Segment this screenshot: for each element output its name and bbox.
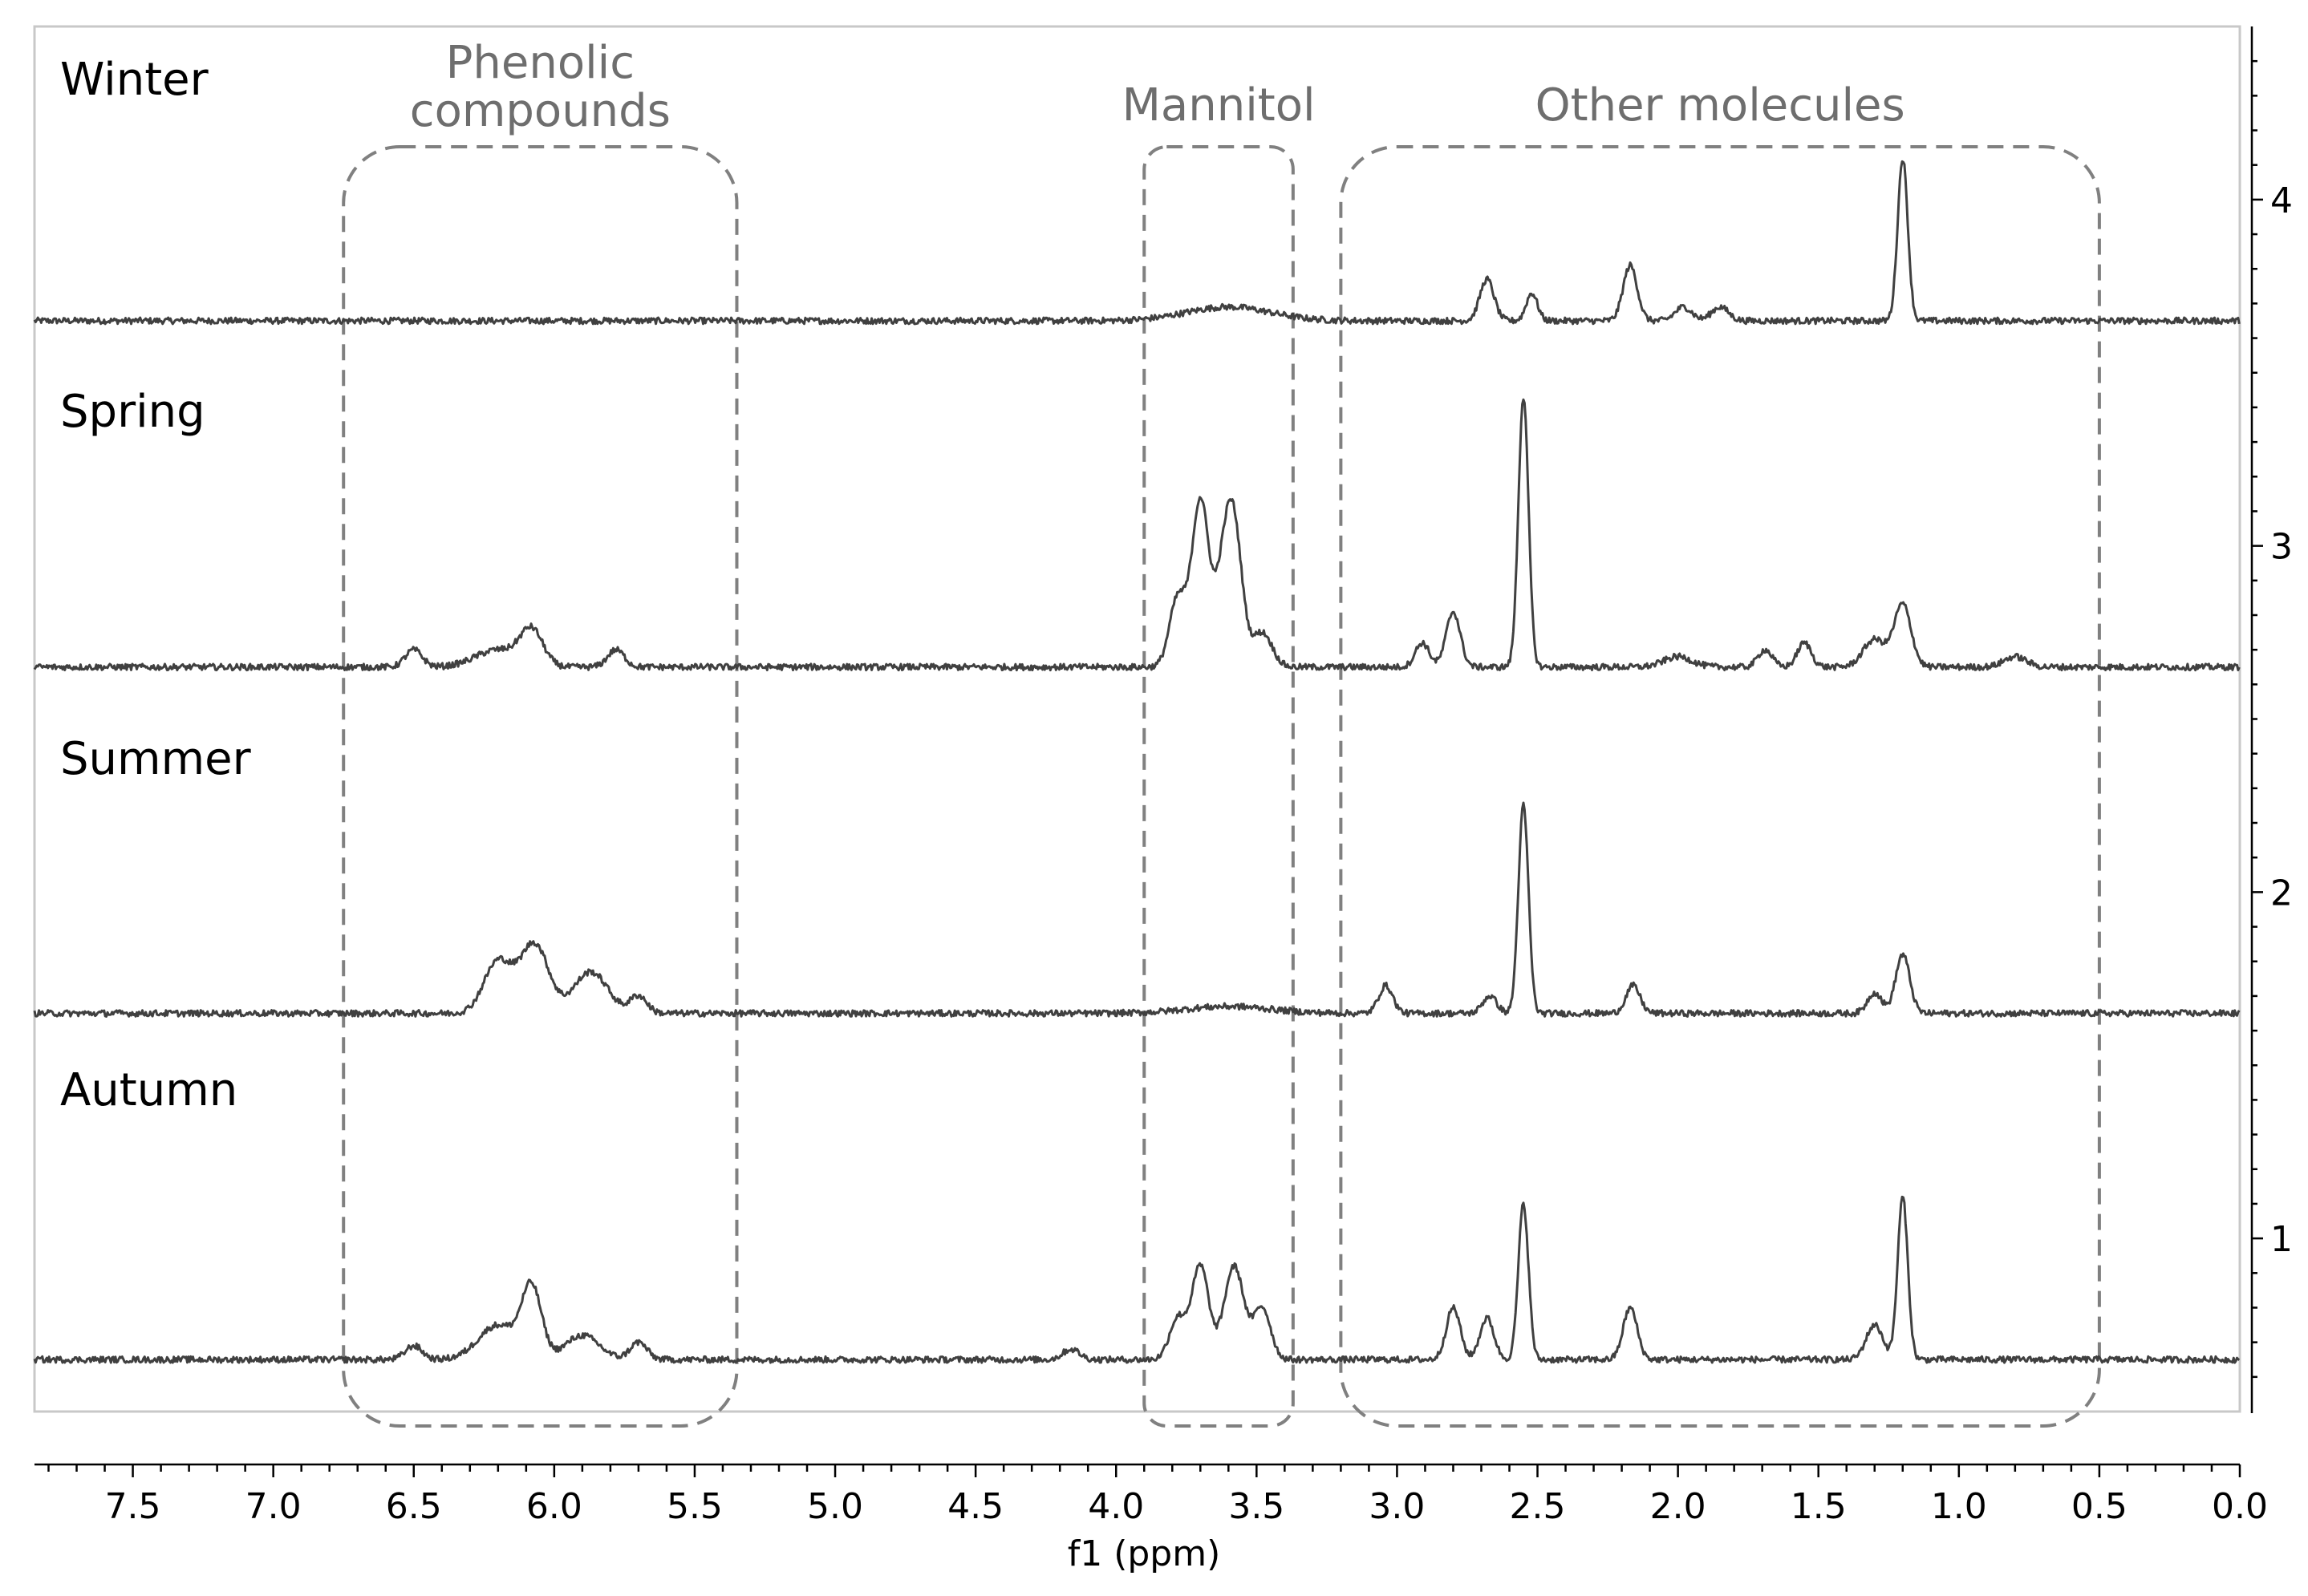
series-labels: Winter Spring Summer Autumn xyxy=(60,54,252,1116)
region-label: Phenolic xyxy=(446,37,635,89)
x-axis-label: f1 (ppm) xyxy=(1068,1533,1221,1574)
x-tick-label: 6.0 xyxy=(526,1486,582,1527)
region-label: Other molecules xyxy=(1535,79,1905,132)
x-axis: 7.5 7.0 6.5 6.0 5.5 5.0 4.5 4.0 3.5 3.0 2.5 2.0 1.5 1… xyxy=(34,1463,2268,1527)
x-tick-label: 0.0 xyxy=(2212,1486,2268,1527)
x-tick-label: 4.5 xyxy=(947,1486,1004,1527)
spectra xyxy=(33,160,2241,1364)
spectrum-spring xyxy=(33,398,2241,672)
x-tick-label: 2.5 xyxy=(1510,1486,1566,1527)
x-tick-label: 1.5 xyxy=(1791,1486,1847,1527)
y-tick-label: 2 xyxy=(2270,873,2293,913)
region-box-other-molecules xyxy=(1339,145,2101,1428)
plot-frame xyxy=(33,25,2241,1413)
x-tick-label: 4.0 xyxy=(1088,1486,1144,1527)
y-tick-label: 1 xyxy=(2270,1219,2293,1260)
series-label-winter: Winter xyxy=(60,54,209,106)
spectrum-autumn xyxy=(33,1195,2241,1364)
series-label-autumn: Autumn xyxy=(60,1064,237,1116)
region-label: compounds xyxy=(410,85,671,137)
series-label-summer: Summer xyxy=(60,733,252,785)
x-tick-label: 3.0 xyxy=(1369,1486,1425,1527)
y-tick-label: 4 xyxy=(2270,180,2293,221)
x-tick-label: 5.5 xyxy=(667,1486,723,1527)
series-label-spring: Spring xyxy=(60,386,205,438)
x-tick-label: 5.0 xyxy=(807,1486,863,1527)
region-box-phenolic-compounds xyxy=(342,145,739,1428)
x-tick-label: 0.5 xyxy=(2071,1486,2127,1527)
region-box-mannitol xyxy=(1142,145,1295,1428)
x-tick-label: 2.0 xyxy=(1650,1486,1706,1527)
x-tick-label: 7.5 xyxy=(105,1486,161,1527)
x-tick-label: 6.5 xyxy=(386,1486,442,1527)
region-label: Mannitol xyxy=(1122,79,1316,132)
spectrum-summer xyxy=(33,801,2241,1018)
x-tick-label: 3.5 xyxy=(1228,1486,1284,1527)
y-axis: 1 2 3 4 xyxy=(2250,26,2293,1413)
x-tick-label: 7.0 xyxy=(245,1486,302,1527)
y-tick-label: 3 xyxy=(2270,527,2293,568)
spectrum-winter xyxy=(33,160,2241,326)
x-tick-label: 1.0 xyxy=(1931,1486,1987,1527)
